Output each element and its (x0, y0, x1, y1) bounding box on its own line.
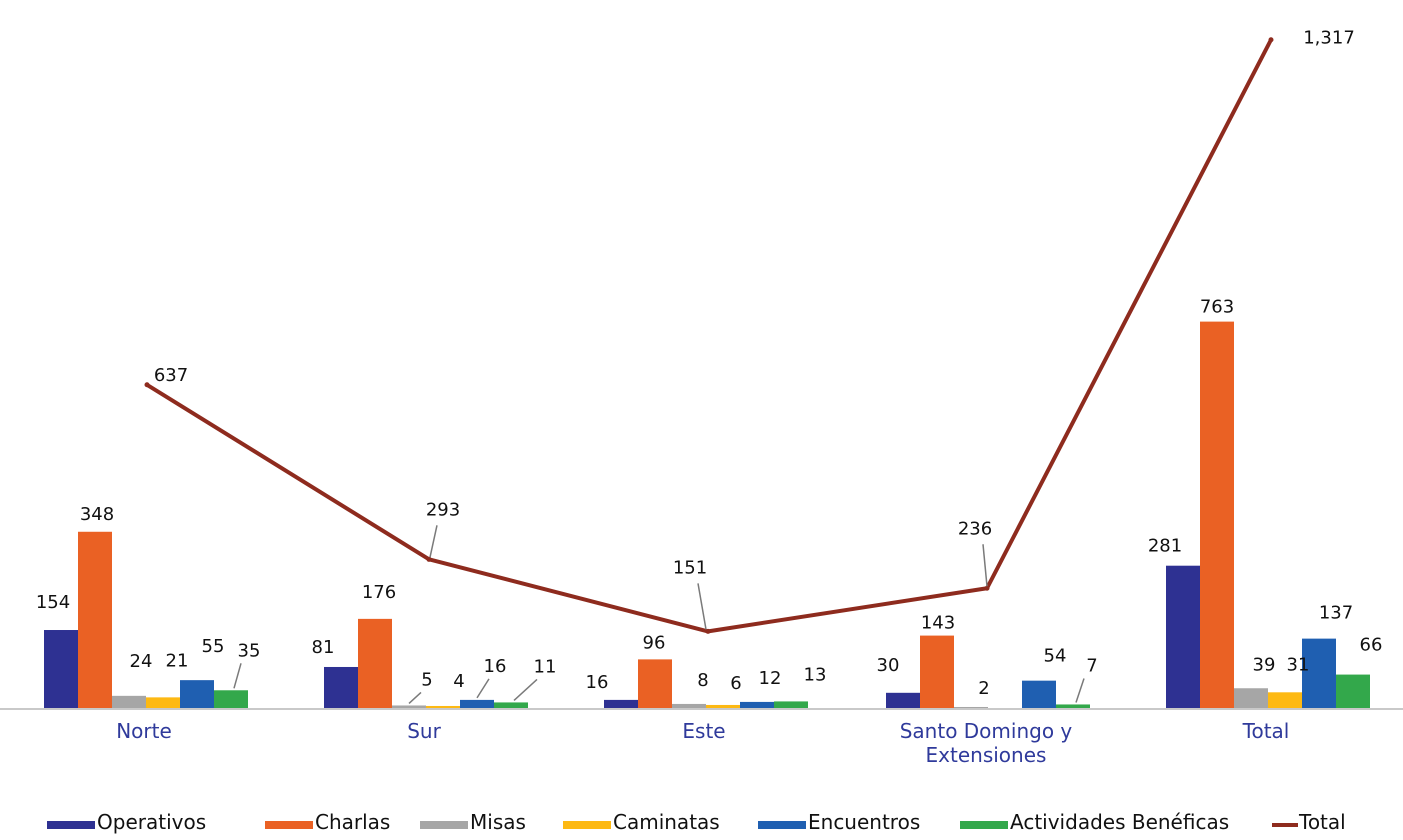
bar-value-label-encuentros-sur: 16 (484, 656, 507, 677)
line-value-label-total: 1,317 (1303, 28, 1355, 49)
legend-label-misas: Misas (470, 810, 526, 834)
bar-value-label-charlas-santo-domingo-y-extensiones: 143 (921, 613, 955, 634)
bar-value-label-charlas-este: 96 (643, 632, 666, 653)
x-tick-label-sur: Sur (407, 719, 441, 743)
bar-misas-norte (112, 695, 146, 708)
bar-value-label-caminatas-sur: 4 (453, 671, 464, 692)
bar-value-label-caminatas-norte: 21 (166, 650, 189, 671)
legend-label-caminatas: Caminatas (613, 810, 720, 834)
x-tick-label-santo-domingo-y-extensiones-line-2: Extensiones (926, 743, 1047, 767)
bar-value-label-operativos-santo-domingo-y-extensiones: 30 (877, 655, 900, 676)
legend-swatch-misas (420, 821, 468, 829)
bar-encuentros-norte (180, 680, 214, 708)
bar-value-label-misas-este: 8 (697, 670, 708, 691)
bar-charlas-este (638, 659, 672, 708)
bar-misas-santo-domingo-y-extensiones (954, 706, 988, 708)
bar-value-label-encuentros-este: 12 (759, 668, 782, 689)
bar-operativos-total (1166, 565, 1200, 708)
bar-encuentros-sur (460, 699, 494, 708)
bar-value-label-operativos-norte: 154 (36, 592, 70, 613)
bar-value-label-charlas-norte: 348 (80, 504, 114, 525)
line-value-label-santo-domingo-y-extensiones: 236 (958, 518, 992, 539)
bar-value-label-operativos-este: 16 (586, 672, 609, 693)
line-value-label-norte: 637 (154, 365, 188, 386)
bar-misas-este (672, 703, 706, 708)
bar-value-label-misas-santo-domingo-y-extensiones: 2 (978, 678, 989, 699)
line-total (145, 38, 1273, 634)
bar-charlas-total (1200, 321, 1234, 708)
bar-value-label-encuentros-norte: 55 (202, 636, 225, 657)
bar-caminatas-norte (146, 697, 180, 708)
line-point-total (1268, 37, 1274, 43)
bar-actividades-ben-ficas-norte (214, 690, 248, 708)
bar-charlas-santo-domingo-y-extensiones (920, 635, 954, 708)
legend-swatch-charlas (265, 821, 313, 829)
bar-value-label-misas-sur: 5 (421, 669, 432, 690)
bar-value-label-actividades-ben-ficas-santo-domingo-y-extensiones: 7 (1086, 655, 1097, 676)
bar-actividades-ben-ficas-este (774, 701, 808, 708)
legend-swatch-operativos (47, 821, 95, 829)
bar-value-label-encuentros-santo-domingo-y-extensiones: 54 (1044, 646, 1067, 667)
x-tick-label-este: Este (682, 719, 725, 743)
line-leader-santo-domingo-y-extensiones (982, 544, 988, 587)
legend-swatch-encuentros (758, 821, 806, 829)
leader-actividades-ben-ficas-norte (233, 663, 242, 689)
bar-operativos-este (604, 699, 638, 708)
bar-value-label-actividades-ben-ficas-norte: 35 (238, 640, 261, 661)
legend-label-total: Total (1298, 810, 1346, 834)
bar-value-label-charlas-sur: 176 (362, 582, 396, 603)
line-leader-sur (429, 525, 438, 558)
bar-caminatas-total (1268, 692, 1302, 708)
bar-misas-sur (392, 705, 426, 708)
bar-misas-total (1234, 688, 1268, 708)
bar-operativos-santo-domingo-y-extensiones (886, 692, 920, 708)
leader-actividades-ben-ficas-sur (513, 678, 538, 701)
bar-caminatas-este (706, 704, 740, 708)
bar-value-label-operativos-sur: 81 (312, 637, 335, 658)
bar-actividades-ben-ficas-sur (494, 702, 528, 708)
legend-label-encuentros: Encuentros (808, 810, 920, 834)
legend-swatch-caminatas (563, 821, 611, 829)
legend-label-operativos: Operativos (97, 810, 206, 834)
leader-actividades-ben-ficas-santo-domingo-y-extensiones (1075, 678, 1085, 703)
line-value-label-este: 151 (673, 557, 707, 578)
bar-value-label-actividades-ben-ficas-total: 66 (1360, 635, 1383, 656)
line-point-santo-domingo-y-extensiones (984, 585, 990, 591)
bar-actividades-ben-ficas-santo-domingo-y-extensiones (1056, 704, 1090, 708)
bar-value-label-actividades-ben-ficas-sur: 11 (534, 656, 557, 677)
bar-encuentros-total (1302, 638, 1336, 708)
line-point-norte (144, 382, 150, 388)
legend-label-actividades-ben-ficas: Actividades Benéficas (1010, 810, 1229, 834)
legend-label-charlas: Charlas (315, 810, 390, 834)
bar-actividades-ben-ficas-total (1336, 674, 1370, 708)
line-value-label-sur: 293 (426, 499, 460, 520)
bar-value-label-encuentros-total: 137 (1319, 603, 1353, 624)
bar-value-label-misas-norte: 24 (130, 651, 153, 672)
bar-value-label-actividades-ben-ficas-este: 13 (804, 664, 827, 685)
line-point-este (705, 628, 711, 634)
x-tick-label-norte: Norte (116, 719, 172, 743)
leader-encuentros-sur (476, 678, 490, 699)
leader-misas-sur (408, 691, 422, 705)
bar-operativos-norte (44, 630, 78, 708)
bar-value-label-misas-total: 39 (1253, 654, 1276, 675)
legend-swatch-actividades-ben-ficas (960, 821, 1008, 829)
bar-operativos-sur (324, 666, 358, 708)
x-tick-label-total: Total (1242, 719, 1290, 743)
line-point-sur (426, 556, 432, 562)
bar-encuentros-santo-domingo-y-extensiones (1022, 680, 1056, 708)
bar-value-label-caminatas-este: 6 (730, 673, 741, 694)
bar-caminatas-sur (426, 705, 460, 708)
bar-value-label-charlas-total: 763 (1200, 297, 1234, 318)
line-leader-este (697, 583, 707, 630)
x-tick-label-santo-domingo-y-extensiones-line-1: Santo Domingo y (900, 719, 1073, 743)
bar-value-label-operativos-total: 281 (1148, 536, 1182, 557)
bar-value-label-caminatas-total: 31 (1287, 654, 1310, 675)
bar-charlas-sur (358, 618, 392, 708)
bar-encuentros-este (740, 701, 774, 708)
bar-charlas-norte (78, 531, 112, 708)
